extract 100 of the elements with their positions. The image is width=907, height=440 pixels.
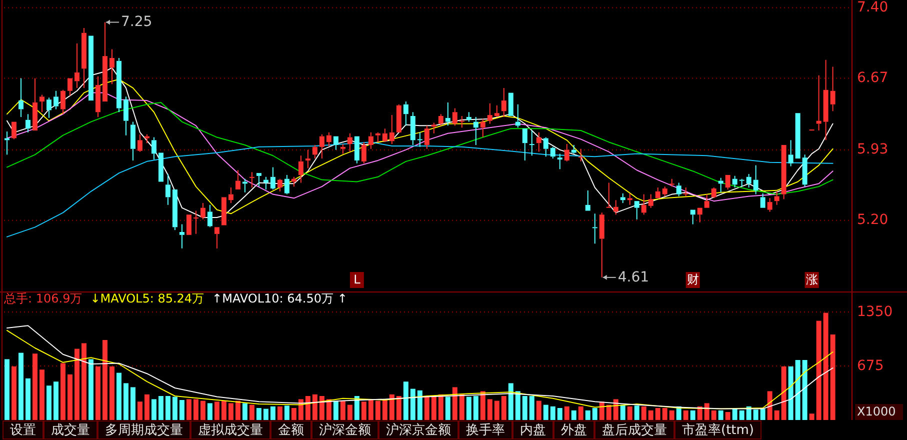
bar	[410, 388, 416, 420]
bar	[53, 382, 58, 420]
bar	[704, 403, 710, 420]
bar	[522, 396, 528, 420]
text: 设置	[10, 423, 36, 438]
bar	[11, 366, 16, 420]
bar	[403, 382, 408, 420]
bar	[774, 410, 780, 420]
text: X1000	[857, 404, 896, 418]
bar	[396, 396, 402, 420]
bar	[417, 390, 422, 420]
text: 多周期成交量	[105, 422, 183, 438]
bar	[326, 399, 332, 420]
bar	[151, 399, 156, 420]
bar	[823, 312, 828, 420]
text: 换手率	[466, 422, 505, 438]
x-tick-label: 财	[686, 272, 699, 286]
text: 总手: 106.9万	[3, 291, 82, 306]
bar	[235, 400, 240, 420]
bar	[95, 366, 100, 420]
bar	[18, 352, 24, 420]
bar	[284, 406, 290, 420]
bar	[221, 400, 226, 420]
text: 外盘	[561, 423, 587, 438]
bar	[641, 406, 646, 420]
bar	[578, 406, 584, 420]
bar	[550, 406, 556, 420]
bar	[613, 399, 618, 420]
bar	[228, 403, 234, 420]
bar	[340, 400, 346, 420]
text: 沪深京金额	[386, 422, 451, 438]
bar	[466, 396, 472, 420]
bar	[431, 396, 436, 420]
text: 内盘	[520, 423, 546, 438]
bar	[508, 383, 514, 420]
bar	[193, 399, 198, 420]
bar	[270, 406, 276, 420]
bar	[718, 410, 724, 420]
bar	[389, 394, 394, 420]
text: 虚拟成交量	[198, 422, 263, 438]
bar	[655, 408, 660, 420]
bar	[753, 410, 758, 420]
y-tick-label: 675	[857, 358, 884, 374]
text: ↑MAVOL10: 64.50万 ↑	[212, 291, 348, 306]
bar	[291, 408, 296, 420]
bar	[165, 396, 170, 420]
bar	[606, 404, 612, 420]
x-tick-label: 涨	[806, 272, 818, 286]
bar	[207, 403, 212, 420]
bar	[634, 406, 640, 420]
bar	[725, 412, 730, 420]
bar	[179, 400, 184, 420]
bar	[515, 391, 520, 420]
bar	[802, 360, 808, 420]
bar	[186, 399, 192, 420]
bar	[375, 400, 380, 420]
bar	[137, 402, 142, 420]
bar	[60, 363, 66, 420]
bar	[648, 410, 654, 420]
annotation: 4.61	[618, 269, 650, 286]
bar	[739, 410, 744, 420]
bar	[424, 396, 430, 420]
bar	[263, 408, 268, 420]
bar	[620, 404, 626, 420]
bar	[172, 396, 178, 420]
bar	[536, 400, 542, 420]
bar	[354, 396, 360, 420]
bar	[144, 394, 150, 420]
bar	[592, 408, 598, 420]
bar	[242, 403, 248, 420]
y-tick-label: 5.20	[857, 212, 888, 228]
bar	[487, 399, 492, 420]
bar	[494, 400, 500, 420]
bar	[25, 378, 30, 420]
bar	[81, 343, 86, 420]
bar	[767, 391, 772, 420]
bar	[669, 410, 674, 420]
bar	[564, 406, 570, 420]
y-tick-label: 5.93	[857, 142, 888, 158]
y-tick-label: 1350	[857, 304, 893, 320]
bar	[529, 396, 534, 420]
bar	[88, 359, 94, 420]
bar	[452, 387, 458, 420]
bar	[683, 410, 688, 420]
bar	[368, 399, 374, 420]
bar	[102, 340, 108, 420]
bar	[690, 410, 696, 420]
x-tick-label: L	[354, 272, 361, 286]
bar	[277, 406, 282, 420]
bar	[809, 414, 814, 420]
bar	[305, 396, 310, 420]
bar	[319, 396, 324, 420]
bar	[382, 399, 388, 420]
bar	[571, 410, 576, 420]
text: 金额	[278, 423, 304, 438]
bar	[501, 396, 506, 420]
bar	[585, 410, 590, 420]
text: 成交量	[51, 422, 90, 438]
bar	[557, 408, 562, 420]
bar	[445, 396, 450, 420]
